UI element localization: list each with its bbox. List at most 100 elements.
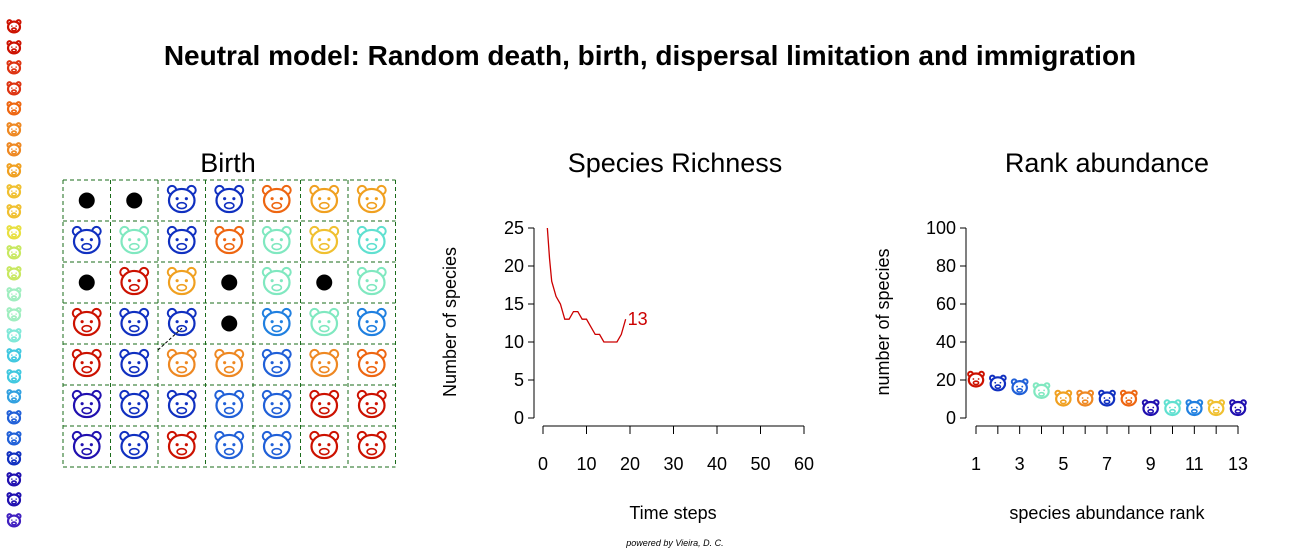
legend-animal-icon bbox=[6, 389, 22, 404]
legend-animal-icon bbox=[6, 39, 22, 55]
x-tick-label: 3 bbox=[1015, 454, 1025, 474]
legend-species-icon bbox=[6, 163, 22, 178]
cat-icon bbox=[119, 266, 150, 296]
legend-animal-icon bbox=[6, 19, 22, 34]
raccoon-icon bbox=[356, 348, 387, 378]
legend-species-icon bbox=[6, 224, 22, 240]
zebra-icon bbox=[1229, 399, 1247, 417]
legend-animal-icon bbox=[6, 327, 22, 343]
rank-points bbox=[967, 370, 1247, 417]
cow-icon bbox=[1054, 389, 1073, 407]
cat-icon bbox=[166, 430, 197, 460]
wolf-icon bbox=[1185, 399, 1204, 417]
legend-animal-icon bbox=[6, 80, 22, 96]
tiger-icon bbox=[988, 374, 1007, 392]
legend-animal-icon bbox=[6, 163, 22, 178]
monkey-icon bbox=[1032, 382, 1051, 399]
x-tick-label: 9 bbox=[1146, 454, 1156, 474]
legend-species-icon bbox=[6, 80, 22, 96]
wolf-icon bbox=[356, 307, 387, 337]
y-tick-label: 80 bbox=[936, 256, 956, 276]
monkey-icon bbox=[261, 266, 292, 296]
tiger-icon bbox=[119, 389, 150, 419]
x-tick-label: 20 bbox=[620, 454, 640, 474]
legend-species-icon bbox=[6, 142, 22, 157]
page-title: Neutral model: Random death, birth, disp… bbox=[163, 40, 1137, 71]
cat-icon bbox=[71, 348, 102, 378]
legend-species-icon bbox=[6, 327, 22, 343]
rank-abundance-panel: Rank abundance number of species species… bbox=[873, 148, 1248, 523]
richness-line bbox=[546, 227, 627, 343]
empty-site-dot bbox=[78, 192, 95, 209]
birth-panel: Birth bbox=[62, 148, 396, 468]
legend-species-icon bbox=[6, 245, 22, 260]
legend-animal-icon bbox=[6, 348, 22, 363]
y-tick-label: 0 bbox=[946, 408, 956, 428]
legend-animal-icon bbox=[6, 368, 22, 384]
x-tick-label: 5 bbox=[1058, 454, 1068, 474]
fox-icon bbox=[1207, 399, 1226, 417]
legend-species-icon bbox=[6, 286, 22, 302]
legend-animal-icon bbox=[6, 430, 22, 446]
legend-species-icon bbox=[6, 513, 22, 528]
pig-icon bbox=[214, 348, 245, 378]
legend-species-icon bbox=[6, 348, 22, 363]
legend-species-icon bbox=[6, 368, 22, 384]
bull-icon bbox=[261, 389, 292, 419]
tiger-icon bbox=[119, 307, 150, 337]
empty-site-dot bbox=[78, 274, 95, 291]
legend-species-icon bbox=[6, 39, 22, 55]
birth-grid bbox=[62, 179, 396, 468]
x-tick-label: 50 bbox=[750, 454, 770, 474]
bull-icon bbox=[214, 389, 245, 419]
legend-species-icon bbox=[6, 410, 22, 425]
legend-species-icon bbox=[6, 60, 22, 75]
lion-icon bbox=[166, 225, 197, 255]
goat-icon bbox=[261, 307, 292, 337]
y-tick-label: 25 bbox=[504, 218, 524, 238]
legend-animal-icon bbox=[6, 122, 22, 137]
empty-site-dot bbox=[221, 315, 238, 332]
rank-title: Rank abundance bbox=[1005, 148, 1209, 178]
legend-animal-icon bbox=[6, 142, 22, 157]
legend-species-icon bbox=[6, 204, 22, 219]
tiger-icon bbox=[166, 389, 197, 419]
empty-site-dot bbox=[126, 192, 143, 209]
y-tick-label: 15 bbox=[504, 294, 524, 314]
y-tick-label: 20 bbox=[504, 256, 524, 276]
legend-animal-icon bbox=[6, 286, 22, 302]
tiger-icon bbox=[119, 430, 150, 460]
legend-species-icon bbox=[6, 430, 22, 446]
species-richness-panel: Species Richness Number of species Time … bbox=[440, 148, 814, 523]
y-tick-label: 60 bbox=[936, 294, 956, 314]
legend-animal-icon bbox=[6, 471, 22, 487]
richness-axes: 0 5 10 15 20 25 0 10 20 30 40 50 60 bbox=[504, 218, 814, 474]
zebra-icon bbox=[71, 389, 102, 419]
y-tick-label: 0 bbox=[514, 408, 524, 428]
monkey-icon bbox=[309, 307, 340, 337]
legend-species-icon bbox=[6, 389, 22, 404]
legend-animal-icon bbox=[6, 410, 22, 425]
cat-icon bbox=[967, 370, 985, 388]
y-tick-label: 20 bbox=[936, 370, 956, 390]
tiger-icon bbox=[166, 307, 197, 337]
cow-icon bbox=[309, 184, 340, 214]
y-tick-label: 40 bbox=[936, 332, 956, 352]
cat-icon bbox=[356, 430, 387, 460]
legend-species-icon bbox=[6, 101, 22, 116]
x-tick-label: 60 bbox=[794, 454, 814, 474]
bull-icon bbox=[214, 430, 245, 460]
x-tick-label: 11 bbox=[1185, 454, 1204, 474]
zebra-icon bbox=[71, 430, 102, 460]
pig-icon bbox=[1076, 389, 1095, 407]
cat-icon bbox=[309, 430, 340, 460]
legend-animal-icon bbox=[6, 224, 22, 240]
cow-icon bbox=[166, 266, 197, 296]
bull-icon bbox=[261, 348, 292, 378]
legend-animal-icon bbox=[6, 513, 22, 528]
monkey-icon bbox=[261, 225, 292, 255]
tiger-icon bbox=[71, 225, 102, 255]
legend-animal-icon bbox=[6, 451, 22, 466]
cat-icon bbox=[356, 389, 387, 419]
